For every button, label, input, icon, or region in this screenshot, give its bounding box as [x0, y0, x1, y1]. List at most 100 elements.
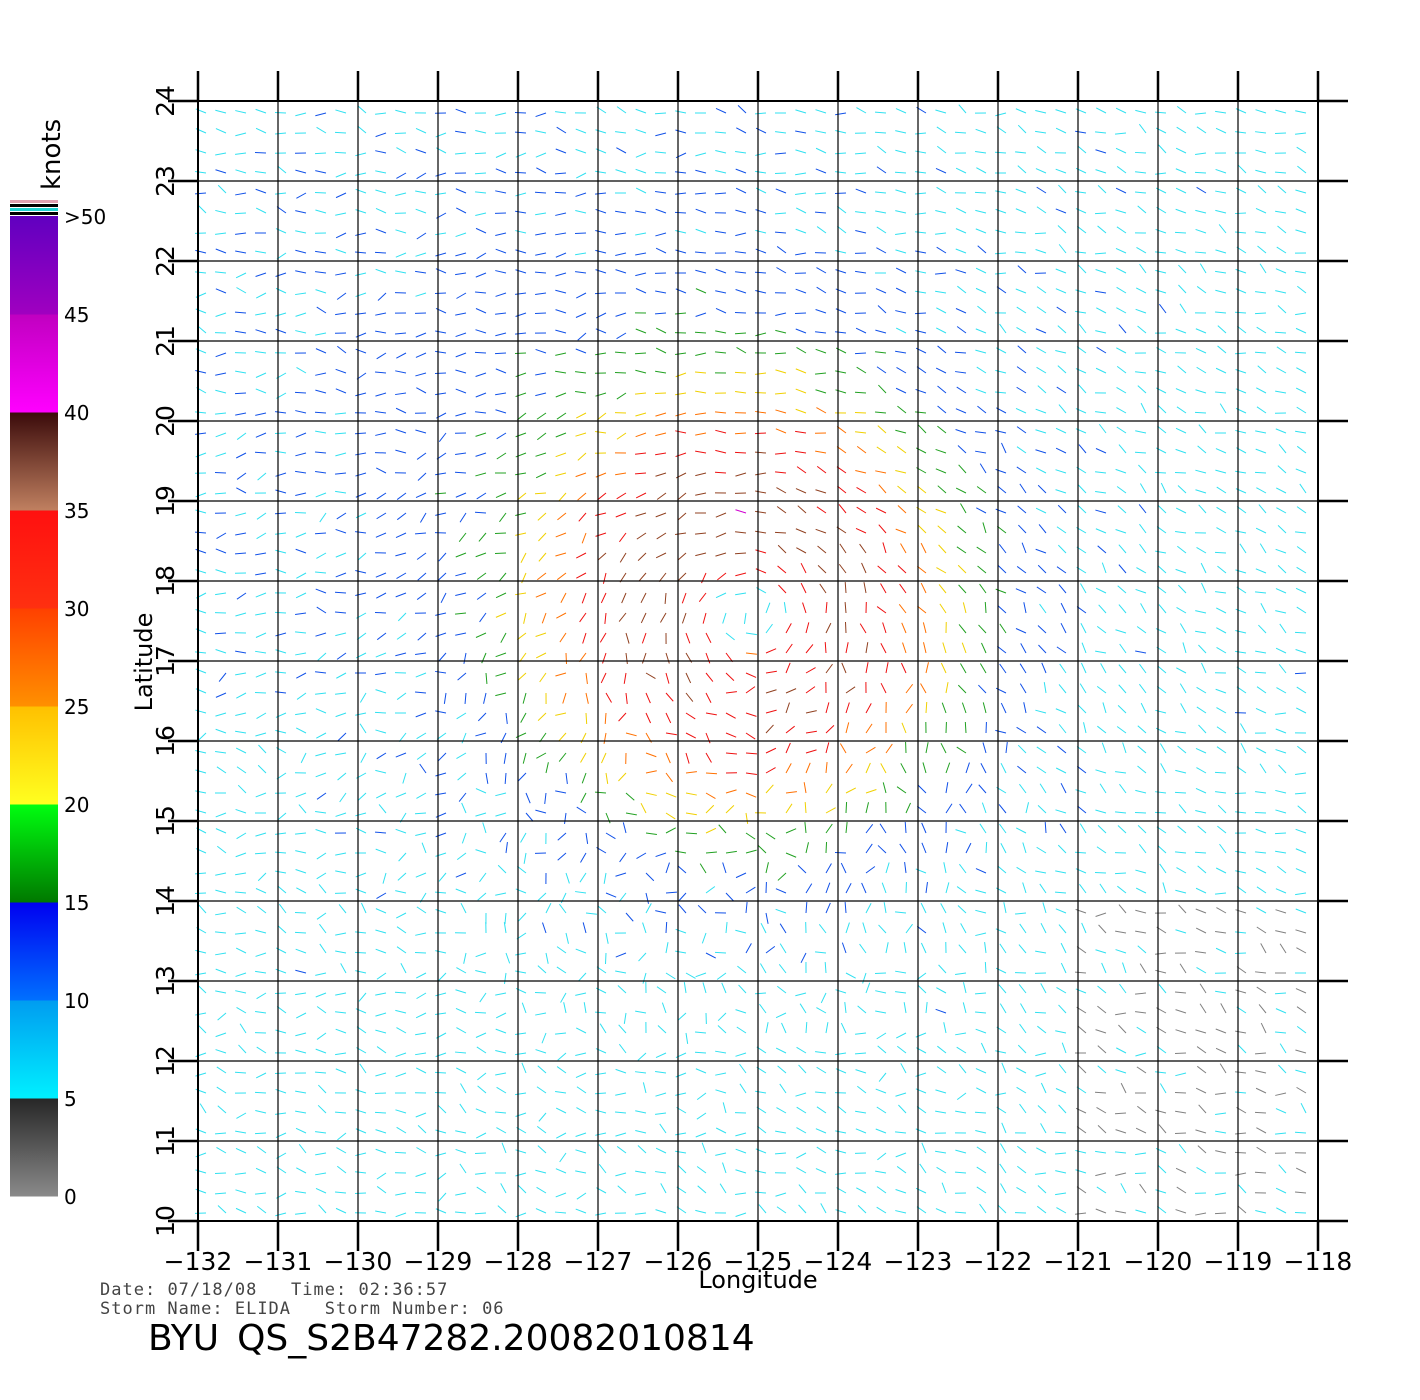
wind-vector — [622, 822, 627, 834]
wind-vector — [735, 232, 747, 237]
wind-vector — [256, 532, 267, 540]
wind-vector — [1134, 151, 1147, 154]
wind-vector — [215, 1032, 227, 1038]
wind-vector — [255, 552, 267, 556]
wind-vector — [599, 1023, 607, 1034]
wind-vector — [1034, 232, 1047, 235]
wind-vector — [515, 152, 527, 158]
wind-vector — [745, 886, 756, 894]
wind-vector — [515, 592, 527, 596]
wind-vector — [722, 862, 727, 874]
wind-vector — [1095, 169, 1107, 174]
colorbar-stripe — [10, 208, 58, 211]
wind-vector — [275, 671, 287, 674]
wind-vector — [435, 612, 447, 616]
wind-vector — [234, 552, 247, 555]
wind-vector — [1175, 730, 1187, 734]
wind-vector — [957, 905, 967, 914]
wind-vector — [463, 952, 467, 964]
wind-vector — [1056, 566, 1067, 574]
wind-vector — [745, 712, 757, 717]
wind-vector — [414, 532, 427, 535]
wind-vector — [415, 1067, 427, 1074]
wind-vector — [815, 147, 827, 154]
wind-vector — [477, 1085, 487, 1094]
wind-vector — [594, 791, 607, 794]
wind-vector — [295, 1012, 307, 1019]
wind-vector — [737, 105, 747, 114]
wind-vector — [536, 1125, 547, 1134]
wind-vector — [355, 232, 367, 236]
wind-vector — [415, 652, 427, 655]
wind-vector — [615, 131, 627, 134]
wind-vector — [295, 592, 307, 599]
wind-vector — [942, 922, 947, 934]
wind-vector — [315, 972, 327, 976]
colorbar-tick-label: 45 — [64, 303, 89, 327]
wind-vector — [1294, 631, 1307, 634]
wind-vector — [539, 672, 547, 683]
wind-vector — [800, 562, 807, 574]
wind-vector — [455, 1192, 467, 1196]
wind-vector — [1037, 385, 1047, 394]
wind-vector — [1096, 625, 1107, 634]
wind-vector — [681, 612, 687, 624]
wind-vector — [438, 652, 447, 662]
wind-vector — [1215, 688, 1227, 694]
wind-vector — [874, 411, 887, 414]
wind-vector — [575, 271, 587, 274]
wind-vector — [859, 623, 867, 634]
wind-vector — [1201, 582, 1207, 594]
wind-vector — [1198, 644, 1207, 654]
wind-vector — [535, 632, 547, 637]
wind-vector — [1275, 789, 1287, 794]
wind-vector — [535, 592, 547, 598]
wind-vector — [295, 210, 307, 214]
wind-vector — [535, 348, 547, 354]
wind-vector — [460, 902, 467, 914]
wind-vector — [940, 903, 947, 914]
wind-vector — [844, 621, 847, 634]
wind-vector — [515, 312, 527, 317]
wind-vector — [685, 752, 690, 764]
wind-vector — [634, 472, 647, 475]
wind-vector — [705, 652, 711, 664]
wind-vector — [976, 1146, 987, 1154]
wind-vector — [317, 652, 327, 661]
wind-vector — [515, 1172, 527, 1177]
wind-vector — [1255, 169, 1267, 174]
wind-vector — [1177, 485, 1187, 494]
wind-vector — [576, 412, 587, 419]
wind-vector — [1255, 828, 1267, 834]
wind-vector — [475, 472, 487, 477]
wind-vector — [734, 432, 747, 435]
wind-vector — [1255, 791, 1267, 794]
wind-vector — [475, 372, 487, 377]
wind-vector — [638, 952, 647, 962]
wind-vector — [235, 192, 247, 196]
wind-vector — [900, 662, 907, 674]
wind-vector — [215, 128, 227, 134]
wind-vector — [335, 632, 347, 637]
wind-vector — [1135, 588, 1147, 594]
wind-vector — [1195, 1129, 1207, 1134]
wind-vector — [638, 572, 647, 582]
wind-vector — [517, 865, 527, 874]
wind-vector — [255, 272, 267, 277]
colorbar-tick-label: 25 — [64, 695, 89, 719]
wind-vector — [575, 1027, 587, 1034]
wind-vector — [598, 1163, 607, 1174]
wind-vector — [1019, 1023, 1027, 1034]
wind-vector — [315, 372, 327, 376]
wind-vector — [685, 812, 697, 816]
wind-vector — [556, 572, 567, 581]
wind-vector — [1175, 568, 1187, 574]
y-tick-label: 15 — [151, 805, 180, 837]
wind-vector — [575, 348, 587, 354]
wind-vector — [575, 992, 587, 996]
wind-vector — [1137, 1105, 1147, 1114]
wind-vector — [1279, 623, 1287, 634]
wind-vector — [937, 385, 947, 394]
wind-vector — [515, 512, 527, 516]
wind-vector — [795, 488, 807, 494]
